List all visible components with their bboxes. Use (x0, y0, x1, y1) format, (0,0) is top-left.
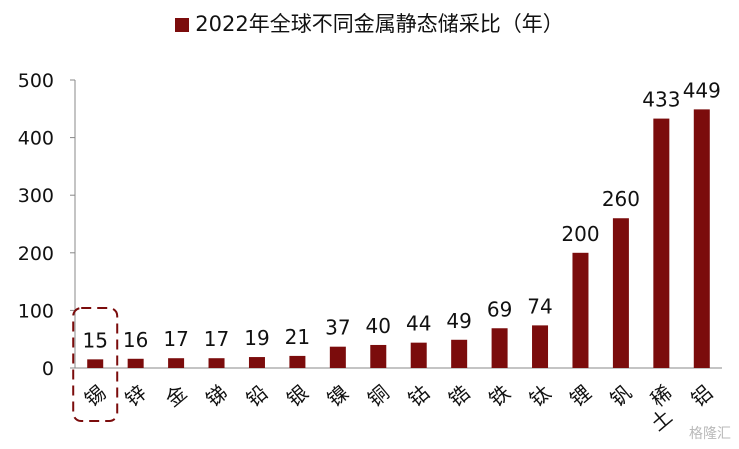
svg-text:土: 土 (646, 404, 677, 435)
chart-legend: 2022年全球不同金属静态储采比（年） (0, 8, 739, 38)
svg-text:钛: 钛 (525, 380, 556, 411)
bar-铁 (491, 328, 508, 368)
bar-银 (289, 355, 306, 368)
y-tick-label: 400 (18, 128, 54, 150)
data-label: 15 (82, 328, 107, 352)
svg-text:钴: 钴 (403, 380, 434, 411)
data-label: 44 (406, 312, 431, 336)
data-label: 40 (366, 314, 391, 338)
x-tick-label: 铝 (686, 380, 717, 411)
svg-text:铜: 铜 (363, 380, 394, 411)
data-label: 19 (244, 326, 269, 350)
data-label: 449 (683, 78, 721, 102)
data-label: 69 (487, 297, 512, 321)
y-tick-label: 100 (18, 300, 54, 322)
svg-text:铁: 铁 (484, 380, 515, 411)
x-tick-label: 锌 (120, 380, 151, 411)
bar-铜 (370, 344, 387, 368)
bar-锡 (87, 359, 104, 368)
bar-锆 (451, 339, 468, 368)
svg-text:锆: 锆 (444, 380, 475, 411)
bar-钒 (612, 218, 629, 368)
highlight-box (72, 307, 119, 422)
svg-text:锑: 锑 (201, 380, 232, 411)
bar-锌 (127, 358, 144, 368)
x-tick-label: 锂 (565, 380, 596, 411)
svg-text:铝: 铝 (686, 380, 717, 411)
bar-钴 (410, 342, 427, 368)
data-label: 49 (446, 309, 471, 333)
svg-text:金: 金 (161, 380, 192, 411)
data-label: 17 (163, 327, 188, 351)
bar-锂 (572, 252, 589, 368)
data-label: 37 (325, 316, 350, 340)
bar-钛 (532, 325, 549, 368)
x-tick-label: 锡 (80, 380, 111, 411)
svg-text:锌: 锌 (120, 380, 151, 411)
x-tick-label: 铜 (363, 380, 394, 411)
x-tick-label: 钒 (606, 380, 637, 411)
x-tick-label: 镍 (322, 380, 353, 411)
x-tick-label: 铁 (484, 380, 515, 411)
data-label: 16 (123, 328, 148, 352)
x-tick-label: 钴 (403, 380, 434, 411)
svg-text:钒: 钒 (606, 380, 637, 411)
y-tick-label: 300 (18, 185, 54, 207)
bar-稀土 (653, 118, 670, 368)
watermark: 格隆汇 (689, 426, 731, 442)
bar-锑 (208, 358, 225, 368)
svg-text:镍: 镍 (322, 380, 353, 411)
y-tick-label: 0 (42, 358, 54, 380)
x-tick-label: 钛 (525, 380, 556, 411)
data-label: 17 (204, 327, 229, 351)
x-tick-label: 锆 (444, 380, 475, 411)
x-tick-label: 稀土 (646, 380, 677, 435)
bar-金 (168, 358, 185, 368)
data-label: 260 (602, 187, 640, 211)
svg-text:铅: 铅 (242, 380, 273, 411)
x-tick-label: 锑 (201, 380, 232, 411)
data-label: 200 (561, 222, 599, 246)
x-tick-label: 银 (282, 380, 313, 411)
x-tick-label: 铅 (242, 380, 273, 411)
y-tick-label: 500 (18, 70, 54, 92)
legend-label: 2022年全球不同金属静态储采比（年） (195, 12, 564, 36)
bar-铝 (693, 109, 710, 368)
svg-text:锂: 锂 (565, 380, 596, 411)
data-label: 21 (285, 325, 310, 349)
bar-镍 (329, 346, 346, 368)
data-label: 433 (642, 88, 680, 112)
data-label: 74 (527, 294, 552, 318)
bar-铅 (248, 357, 265, 368)
svg-text:锡: 锡 (80, 380, 111, 411)
legend-swatch (175, 18, 190, 32)
svg-text:银: 银 (282, 380, 313, 411)
x-tick-label: 金 (161, 380, 192, 411)
y-tick-label: 200 (18, 243, 54, 265)
